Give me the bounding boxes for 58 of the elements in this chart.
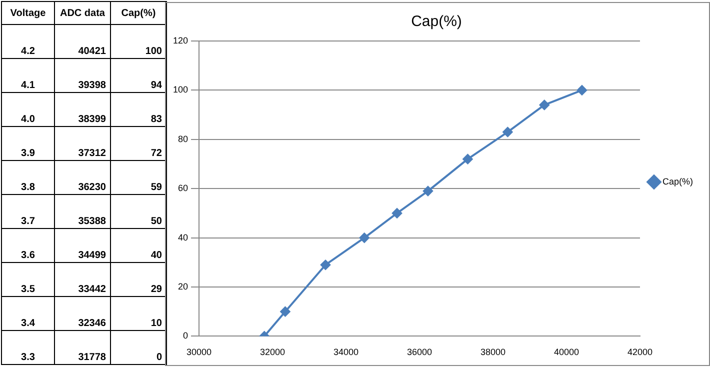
text: 31778 xyxy=(54,330,110,364)
text: 3.9 xyxy=(2,126,54,160)
text: 3.7 xyxy=(2,194,54,228)
text: 37312 xyxy=(54,126,110,160)
text: 35388 xyxy=(54,194,110,228)
point xyxy=(320,260,331,270)
text: 33442 xyxy=(54,262,110,296)
text: 50 xyxy=(110,194,166,228)
text: 59 xyxy=(110,160,166,194)
point xyxy=(539,100,550,110)
text: 3.6 xyxy=(2,228,54,262)
point xyxy=(576,85,587,96)
text: 40421 xyxy=(54,24,110,58)
y-tick-label: 40 xyxy=(178,232,188,242)
text: 29 xyxy=(110,262,166,296)
y-tick-label: 60 xyxy=(178,183,188,194)
point xyxy=(422,186,433,196)
text: 4.2 xyxy=(2,24,54,58)
x-tick-label: 42000 xyxy=(627,347,653,358)
point xyxy=(502,127,513,138)
x-tick-label: 34000 xyxy=(333,347,359,358)
text: 39398 xyxy=(54,58,110,92)
text: 36230 xyxy=(54,160,110,194)
x-tick-label: 38000 xyxy=(480,347,506,358)
text: 38399 xyxy=(54,92,110,126)
x-tick-label: 36000 xyxy=(406,347,432,358)
point xyxy=(359,232,370,243)
text: 3.4 xyxy=(2,296,54,330)
chart-title: Cap(%) xyxy=(411,13,462,30)
text: Cap(%) xyxy=(110,2,166,24)
point xyxy=(280,306,290,317)
y-tick-label: 20 xyxy=(178,281,188,292)
text: 4.1 xyxy=(2,58,54,92)
text: 3.5 xyxy=(2,262,54,296)
point xyxy=(462,154,473,164)
text: 10 xyxy=(110,296,166,330)
text: 83 xyxy=(110,92,166,126)
legend-label: Cap(%) xyxy=(662,176,694,186)
text: 40 xyxy=(110,228,166,262)
text: ADC data xyxy=(54,2,110,24)
x-tick-label: 32000 xyxy=(260,347,286,358)
text: 72 xyxy=(110,126,166,160)
y-tick-label: 0 xyxy=(183,330,188,341)
point xyxy=(392,208,402,218)
text: 0 xyxy=(110,330,166,364)
text: 94 xyxy=(110,58,166,92)
text: 34499 xyxy=(54,228,110,262)
y-tick-label: 80 xyxy=(178,134,188,144)
text: Voltage xyxy=(2,2,54,24)
y-tick-label: 100 xyxy=(172,84,188,95)
x-tick-label: 30000 xyxy=(186,347,212,358)
text: 3.3 xyxy=(2,330,54,364)
text: 3.8 xyxy=(2,160,54,194)
text: 4.0 xyxy=(2,92,54,126)
y-tick-label: 120 xyxy=(172,35,188,46)
x-tick-label: 40000 xyxy=(554,347,580,358)
text: 100 xyxy=(110,24,166,58)
text: 32346 xyxy=(54,296,110,330)
